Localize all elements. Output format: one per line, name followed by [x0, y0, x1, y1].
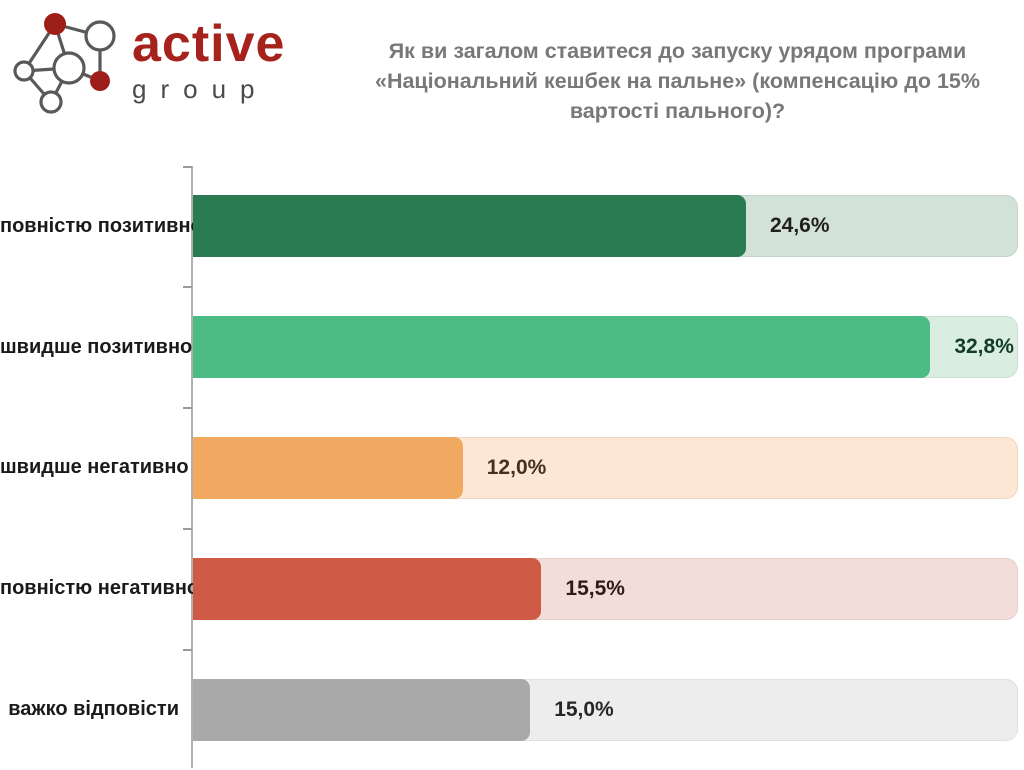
bar-fill	[193, 436, 463, 499]
category-label: повністю негативно	[0, 577, 193, 600]
axis-tick	[183, 528, 192, 530]
bar-track: 15,5%	[193, 557, 1018, 620]
bar-fill	[193, 316, 931, 379]
bar-track: 12,0%	[193, 436, 1018, 499]
category-label: швидше негативно	[0, 456, 189, 479]
bar-fill	[193, 195, 746, 258]
category-axis-line	[191, 166, 193, 768]
bar-fill	[193, 557, 542, 620]
bar-track: 24,6%	[193, 195, 1018, 258]
category-label: швидше позитивно	[0, 335, 193, 358]
axis-tick	[183, 166, 192, 168]
value-label: 12,0%	[486, 455, 547, 479]
bar-track: 15,0%	[193, 678, 1018, 741]
logo-sub-text: group	[132, 74, 269, 104]
value-label: 32,8%	[954, 335, 1014, 359]
bar-fill	[193, 678, 531, 741]
axis-tick	[183, 286, 192, 288]
category-label: повністю позитивно	[0, 214, 193, 237]
axis-tick	[183, 407, 192, 409]
bar-row-fully-positive: повністю позитивно 24,6%	[0, 166, 1024, 287]
axis-tick	[183, 649, 192, 651]
bar-row-rather-negative: швидше негативно 12,0%	[0, 408, 1024, 529]
bar-row-rather-positive: швидше позитивно 32,8%	[0, 287, 1024, 408]
network-nodes-icon	[13, 13, 116, 114]
bar-row-hard-to-answer: важко відповісти 15,0%	[0, 649, 1024, 770]
bar-chart: повністю позитивно 24,6% швидше позитивн…	[0, 166, 1024, 768]
logo-brand-text: active	[132, 15, 286, 73]
chart-title: Як ви загалом ставитеся до запуску урядо…	[374, 39, 980, 123]
category-label: важко відповісти	[8, 698, 179, 721]
header: active group Як ви загалом ставитеся до …	[0, 0, 1024, 160]
value-label: 15,0%	[554, 697, 614, 721]
bar-track: 32,8%	[193, 316, 1018, 379]
active-group-logo: active group	[8, 6, 308, 126]
bar-rows: повністю позитивно 24,6% швидше позитивн…	[0, 166, 1024, 768]
value-label: 24,6%	[769, 214, 830, 238]
bar-row-fully-negative: повністю негативно 15,5%	[0, 528, 1024, 649]
value-label: 15,5%	[565, 576, 625, 600]
